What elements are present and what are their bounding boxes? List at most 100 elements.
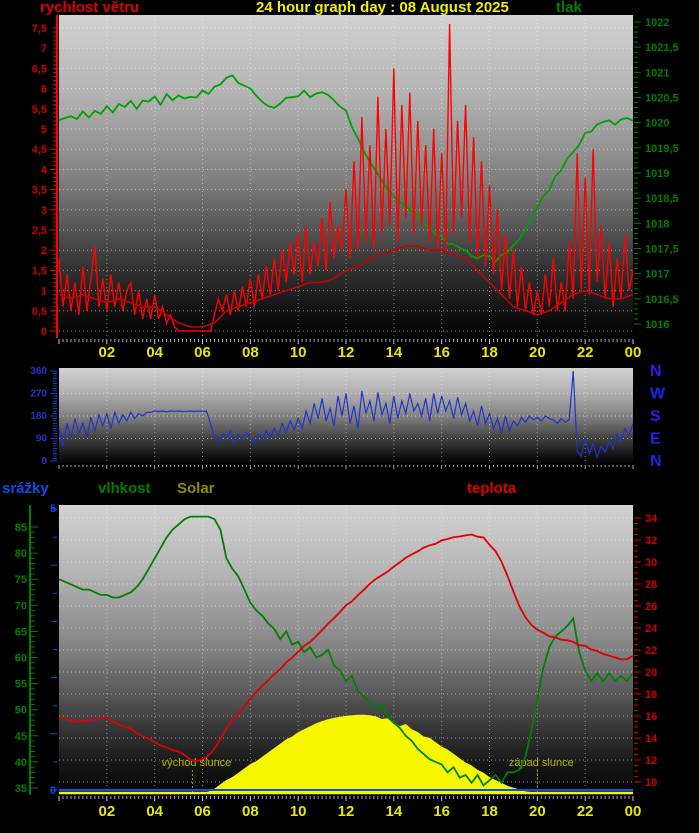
sunrise-marker: východ slunce bbox=[162, 757, 232, 792]
svg-text:1020,5: 1020,5 bbox=[645, 93, 679, 105]
svg-text:06: 06 bbox=[194, 344, 211, 361]
svg-text:E: E bbox=[650, 431, 661, 448]
svg-text:1017,5: 1017,5 bbox=[645, 244, 679, 256]
svg-text:1022: 1022 bbox=[645, 17, 669, 29]
svg-text:16: 16 bbox=[645, 711, 657, 723]
svg-text:22: 22 bbox=[645, 645, 657, 657]
svg-text:06: 06 bbox=[194, 803, 211, 820]
wind-pressure-plot bbox=[59, 15, 633, 338]
svg-text:2: 2 bbox=[41, 245, 47, 257]
svg-text:1019: 1019 bbox=[645, 168, 669, 180]
svg-text:1018: 1018 bbox=[645, 218, 669, 230]
svg-text:360: 360 bbox=[30, 366, 47, 377]
svg-text:14: 14 bbox=[645, 733, 658, 745]
svg-text:14: 14 bbox=[385, 344, 402, 361]
wind-speed-title: rychlost větru bbox=[40, 0, 140, 16]
wind-pressure-series bbox=[58, 23, 634, 332]
svg-text:4: 4 bbox=[41, 164, 48, 176]
svg-text:12: 12 bbox=[338, 803, 355, 820]
direction-series bbox=[58, 370, 634, 460]
svg-text:5: 5 bbox=[50, 503, 56, 515]
wind-direction-plot bbox=[59, 368, 633, 464]
svg-text:70: 70 bbox=[15, 600, 27, 612]
svg-text:20: 20 bbox=[529, 803, 546, 820]
sunset-marker: západ slunce bbox=[509, 757, 574, 792]
svg-text:1019,5: 1019,5 bbox=[645, 143, 679, 155]
svg-text:6: 6 bbox=[41, 84, 47, 96]
svg-text:18: 18 bbox=[481, 803, 498, 820]
svg-text:N: N bbox=[650, 453, 662, 470]
svg-text:S: S bbox=[650, 408, 661, 425]
svg-text:24: 24 bbox=[645, 623, 658, 635]
page-title: 24 hour graph day : 08 August 2025 bbox=[256, 0, 509, 16]
svg-text:1016,5: 1016,5 bbox=[645, 294, 679, 306]
svg-text:východ slunce: východ slunce bbox=[162, 757, 232, 769]
svg-text:12: 12 bbox=[645, 755, 657, 767]
svg-text:20: 20 bbox=[645, 667, 657, 679]
svg-text:20: 20 bbox=[529, 344, 546, 361]
svg-text:30: 30 bbox=[645, 557, 657, 569]
wind-gust-series bbox=[58, 23, 634, 332]
svg-text:3,5: 3,5 bbox=[32, 185, 47, 197]
svg-text:1,5: 1,5 bbox=[32, 265, 47, 277]
svg-text:10: 10 bbox=[290, 344, 307, 361]
svg-text:32: 32 bbox=[645, 535, 657, 547]
svg-text:7,5: 7,5 bbox=[32, 23, 47, 35]
svg-text:26: 26 bbox=[645, 601, 657, 613]
svg-text:0: 0 bbox=[41, 456, 47, 467]
svg-text:0: 0 bbox=[41, 326, 47, 338]
svg-text:4,5: 4,5 bbox=[32, 144, 47, 156]
svg-text:3: 3 bbox=[41, 205, 47, 217]
svg-text:02: 02 bbox=[98, 803, 115, 820]
svg-text:10: 10 bbox=[645, 777, 657, 789]
pressure-series bbox=[58, 74, 634, 263]
svg-text:85: 85 bbox=[15, 522, 27, 534]
svg-text:50: 50 bbox=[15, 705, 27, 717]
humidity-series bbox=[58, 515, 634, 787]
svg-text:00: 00 bbox=[625, 344, 642, 361]
svg-text:12: 12 bbox=[338, 344, 355, 361]
svg-text:5,5: 5,5 bbox=[32, 104, 47, 116]
svg-text:16: 16 bbox=[433, 803, 450, 820]
svg-text:00: 00 bbox=[625, 803, 642, 820]
svg-text:0: 0 bbox=[50, 785, 56, 797]
svg-text:1021: 1021 bbox=[645, 67, 669, 79]
svg-text:1020: 1020 bbox=[645, 118, 669, 130]
svg-text:1021,5: 1021,5 bbox=[645, 42, 679, 54]
wind-average-series bbox=[58, 245, 634, 328]
svg-text:22: 22 bbox=[577, 344, 594, 361]
svg-text:08: 08 bbox=[242, 344, 259, 361]
svg-text:2,5: 2,5 bbox=[32, 225, 47, 237]
svg-text:90: 90 bbox=[36, 434, 48, 445]
svg-text:270: 270 bbox=[30, 389, 47, 400]
svg-text:28: 28 bbox=[645, 579, 657, 591]
svg-text:1016: 1016 bbox=[645, 319, 669, 331]
solar-area bbox=[59, 714, 633, 793]
humidity-legend: vlhkost bbox=[98, 480, 151, 497]
svg-text:1018,5: 1018,5 bbox=[645, 193, 679, 205]
svg-text:0,5: 0,5 bbox=[32, 306, 47, 318]
svg-text:západ slunce: západ slunce bbox=[509, 757, 574, 769]
precip-legend: srážky bbox=[2, 480, 49, 497]
svg-text:16: 16 bbox=[433, 344, 450, 361]
svg-text:04: 04 bbox=[146, 344, 163, 361]
svg-text:35: 35 bbox=[15, 783, 27, 795]
svg-text:34: 34 bbox=[645, 513, 658, 525]
svg-text:1: 1 bbox=[41, 286, 47, 298]
svg-text:80: 80 bbox=[15, 548, 27, 560]
svg-text:10: 10 bbox=[290, 803, 307, 820]
svg-text:180: 180 bbox=[30, 411, 47, 422]
svg-text:W: W bbox=[650, 386, 666, 403]
svg-text:18: 18 bbox=[481, 344, 498, 361]
svg-text:40: 40 bbox=[15, 757, 27, 769]
svg-text:7: 7 bbox=[41, 43, 47, 55]
svg-text:02: 02 bbox=[98, 344, 115, 361]
svg-text:18: 18 bbox=[645, 689, 657, 701]
svg-text:55: 55 bbox=[15, 679, 27, 691]
svg-text:5: 5 bbox=[41, 124, 47, 136]
svg-text:N: N bbox=[650, 363, 662, 380]
svg-text:04: 04 bbox=[146, 803, 163, 820]
temperature-legend: teplota bbox=[467, 480, 517, 497]
